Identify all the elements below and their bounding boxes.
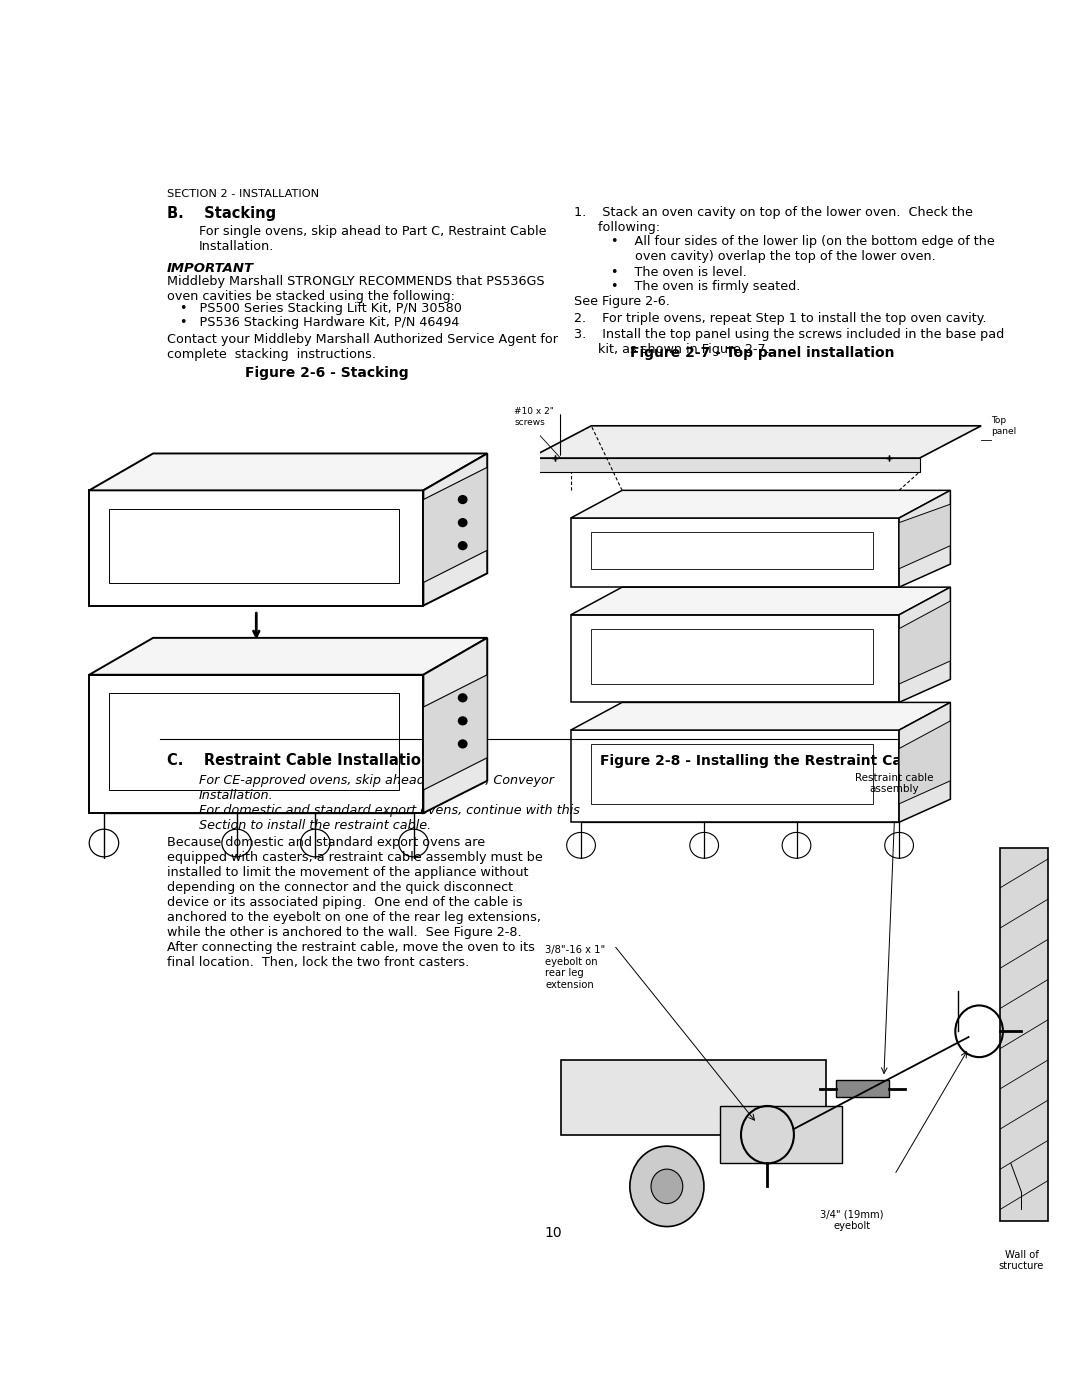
Text: C.    Restraint Cable Installation: C. Restraint Cable Installation (166, 753, 431, 768)
Circle shape (630, 1146, 704, 1227)
Text: For domestic and standard export ovens, continue with this
Section to install th: For domestic and standard export ovens, … (199, 803, 580, 831)
Text: SECTION 2 - INSTALLATION: SECTION 2 - INSTALLATION (166, 189, 319, 200)
Text: Contact your Middleby Marshall Authorized Service Agent for
complete  stacking  : Contact your Middleby Marshall Authorize… (166, 334, 557, 362)
Polygon shape (570, 490, 950, 518)
Text: IMPORTANT: IMPORTANT (166, 261, 254, 275)
Circle shape (651, 1169, 683, 1204)
Text: •    All four sides of the lower lip (on the bottom edge of the
      oven cavit: • All four sides of the lower lip (on th… (611, 236, 995, 264)
Text: After connecting the restraint cable, move the oven to its
final location.  Then: After connecting the restraint cable, mo… (166, 942, 535, 970)
Circle shape (458, 693, 468, 703)
Text: 2.    For triple ovens, repeat Step 1 to install the top oven cavity.: 2. For triple ovens, repeat Step 1 to in… (573, 312, 986, 324)
Polygon shape (530, 458, 920, 472)
Text: Figure 2-6 - Stacking: Figure 2-6 - Stacking (245, 366, 409, 380)
Text: For single ovens, skip ahead to Part C, Restraint Cable
Installation.: For single ovens, skip ahead to Part C, … (199, 225, 546, 253)
Circle shape (458, 495, 468, 504)
Polygon shape (423, 638, 487, 813)
Circle shape (458, 717, 468, 725)
Polygon shape (899, 703, 950, 823)
Polygon shape (899, 601, 950, 685)
Polygon shape (570, 703, 950, 731)
Circle shape (458, 541, 468, 550)
Text: •   PS500 Series Stacking Lift Kit, P/N 30580: • PS500 Series Stacking Lift Kit, P/N 30… (180, 302, 462, 316)
Text: 3/8"-16 x 1"
eyebolt on
rear leg
extension: 3/8"-16 x 1" eyebolt on rear leg extensi… (545, 946, 606, 990)
Text: See Figure 2-6.: See Figure 2-6. (573, 295, 670, 309)
Text: Figure 2-8 - Installing the Restraint Cable: Figure 2-8 - Installing the Restraint Ca… (599, 754, 926, 768)
Text: Restraint cable
assembly: Restraint cable assembly (855, 773, 934, 795)
Polygon shape (899, 587, 950, 703)
Text: B.    Stacking: B. Stacking (166, 207, 275, 221)
Circle shape (458, 739, 468, 749)
Polygon shape (90, 638, 487, 675)
Polygon shape (423, 675, 487, 789)
Polygon shape (836, 1080, 889, 1098)
Text: •   PS536 Stacking Hardware Kit, P/N 46494: • PS536 Stacking Hardware Kit, P/N 46494 (180, 316, 459, 330)
Polygon shape (899, 490, 950, 587)
Polygon shape (720, 1106, 841, 1164)
Polygon shape (423, 454, 487, 606)
Text: #10 x 2"
screws: #10 x 2" screws (514, 408, 554, 426)
Text: 1.    Stack an oven cavity on top of the lower oven.  Check the
      following:: 1. Stack an oven cavity on top of the lo… (573, 207, 972, 235)
Polygon shape (423, 467, 487, 583)
Text: 3.    Install the top panel using the screws included in the base pad
      kit,: 3. Install the top panel using the screw… (573, 328, 1004, 356)
Polygon shape (570, 587, 950, 615)
Text: For CE-approved ovens, skip ahead to Part D, Conveyor
Installation.: For CE-approved ovens, skip ahead to Par… (199, 774, 554, 802)
Text: Wall of
structure: Wall of structure (999, 1249, 1044, 1271)
Text: 10: 10 (544, 1227, 563, 1241)
Text: Middleby Marshall STRONGLY RECOMMENDS that PS536GS
oven cavities be stacked usin: Middleby Marshall STRONGLY RECOMMENDS th… (166, 275, 544, 303)
Polygon shape (899, 504, 950, 569)
Polygon shape (90, 454, 487, 490)
Polygon shape (562, 1060, 826, 1134)
Text: •    The oven is firmly seated.: • The oven is firmly seated. (611, 279, 800, 293)
Polygon shape (1000, 848, 1048, 1221)
Circle shape (458, 518, 468, 527)
Text: 3/4" (19mm)
eyebolt: 3/4" (19mm) eyebolt (821, 1210, 883, 1231)
Text: •    The oven is level.: • The oven is level. (611, 267, 746, 279)
Text: Top
panel: Top panel (991, 416, 1016, 436)
Text: Figure 2-7 - Top panel installation: Figure 2-7 - Top panel installation (631, 346, 895, 360)
Polygon shape (899, 721, 950, 803)
Text: Because domestic and standard export ovens are
equipped with casters, a restrain: Because domestic and standard export ove… (166, 835, 542, 939)
Polygon shape (530, 426, 982, 458)
